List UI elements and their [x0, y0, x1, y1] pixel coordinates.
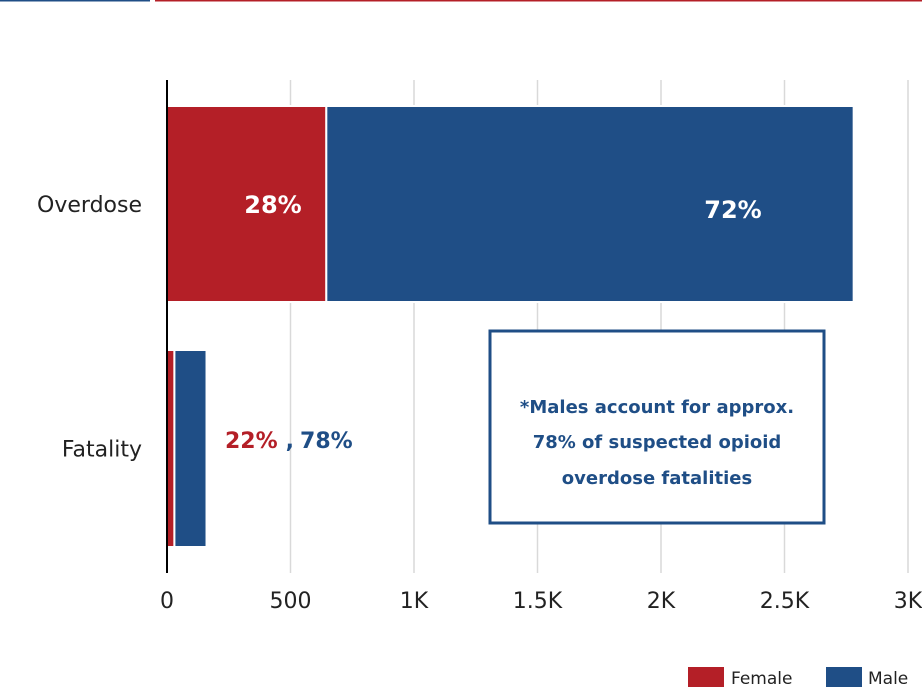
fatality-labels: 22%, 78% [225, 429, 353, 454]
y-tick-label-fatality: Fatality [62, 438, 142, 463]
y-tick-label-overdose: Overdose [37, 193, 142, 218]
bars [166, 105, 855, 548]
x-axis-ticks: 0 500 1K 1.5K 2K 2.5K 3K [160, 589, 922, 614]
fatality-male-label: 78% [300, 429, 353, 454]
annotation-box: *Males account for approx. 78% of suspec… [488, 329, 826, 525]
bar-fatality-female [166, 349, 176, 548]
x-tick-label-0: 0 [160, 589, 174, 614]
overdose-female-label: 28% [244, 191, 301, 219]
annotation-line-3: overdose fatalities [562, 468, 752, 489]
legend-label-female: Female [731, 669, 792, 689]
y-axis-ticks: Overdose Fatality [37, 193, 142, 463]
x-tick-label-6: 3K [894, 589, 922, 614]
overdose-male-label: 72% [704, 196, 761, 224]
fatality-separator: , [286, 429, 294, 454]
bar-overdose-male [325, 105, 855, 303]
x-tick-label-4: 2K [647, 589, 676, 614]
legend-swatch-female [688, 667, 724, 687]
legend: Female Male [688, 667, 908, 689]
x-tick-label-2: 1K [400, 589, 429, 614]
annotation-line-1: *Males account for approx. [520, 397, 794, 418]
fatality-female-label: 22% [225, 429, 278, 454]
annotation-line-2: 78% of suspected opioid [533, 432, 782, 453]
legend-swatch-male [826, 667, 862, 687]
bar-fatality-male [173, 349, 208, 548]
x-tick-label-1: 500 [270, 589, 312, 614]
x-tick-label-5: 2.5K [760, 589, 810, 614]
x-tick-label-3: 1.5K [513, 589, 563, 614]
legend-label-male: Male [868, 669, 908, 689]
annotation-frame [488, 329, 826, 525]
